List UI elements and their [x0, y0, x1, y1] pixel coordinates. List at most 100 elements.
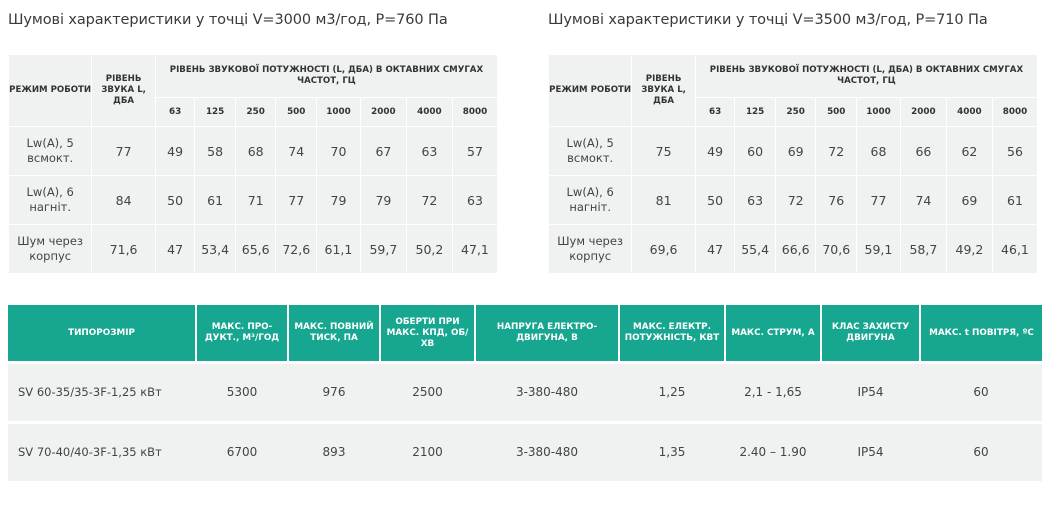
level-cell: 81	[631, 175, 696, 225]
band-header: 63	[694, 97, 736, 127]
column-header: МАКС. СТРУМ, А	[724, 305, 821, 363]
value-cell: 68	[856, 126, 901, 176]
table-row: Lw(A), 5 всмокт. 75 49 60 69 72 68 66 62…	[547, 126, 1039, 176]
mode-cell: Lw(A), 5 всмокт.	[7, 126, 93, 176]
value-cell: 62	[945, 126, 993, 176]
value-cell: 47	[694, 224, 736, 274]
value-cell: 65,6	[234, 224, 277, 274]
band-header: 2000	[899, 97, 947, 127]
table-cell: 976	[288, 361, 380, 423]
value-cell: 56	[991, 126, 1039, 176]
table-cell: 2,1 - 1,65	[725, 361, 821, 423]
types-block: ТИПОРОЗМІР МАКС. ПРО-ДУКТ., М³/ГОД МАКС.…	[8, 305, 1042, 481]
band-header: 8000	[451, 97, 499, 127]
table-cell: 893	[288, 421, 380, 481]
value-cell: 70,6	[815, 224, 858, 274]
band-header: 250	[774, 97, 817, 127]
table-row: SV 60-35/35-3F-1,25 кВт 5300 976 2500 3-…	[8, 361, 1042, 423]
types-table: ТИПОРОЗМІР МАКС. ПРО-ДУКТ., М³/ГОД МАКС.…	[8, 305, 1042, 481]
table-cell: IP54	[821, 421, 920, 481]
value-cell: 61	[991, 175, 1039, 225]
noise-table: РЕЖИМ РОБОТИ РІВЕНЬ ЗВУКА L, ДБА РІВЕНЬ …	[7, 54, 499, 274]
value-cell: 59,1	[856, 224, 901, 274]
value-cell: 70	[316, 126, 361, 176]
level-cell: 69,6	[631, 224, 696, 274]
noise-title: Шумові характеристики у точці V=3500 м3/…	[548, 12, 988, 28]
column-header: ТИПОРОЗМІР	[8, 305, 196, 363]
value-cell: 63	[451, 175, 499, 225]
column-header: НАПРУГА ЕЛЕКТРО-ДВИГУНА, В	[474, 305, 619, 363]
table-cell: IP54	[821, 361, 920, 423]
table-cell: 2500	[380, 361, 475, 423]
value-cell: 58,7	[899, 224, 947, 274]
table-cell: 60	[920, 421, 1042, 481]
value-cell: 71	[234, 175, 277, 225]
value-cell: 63	[734, 175, 776, 225]
table-cell: 2100	[380, 421, 475, 481]
band-header: 125	[194, 97, 236, 127]
level-cell: 75	[631, 126, 696, 176]
value-cell: 72	[405, 175, 453, 225]
band-header: 8000	[991, 97, 1039, 127]
level-cell: 71,6	[91, 224, 156, 274]
band-header: 500	[815, 97, 858, 127]
value-cell: 79	[316, 175, 361, 225]
band-header: 2000	[359, 97, 407, 127]
column-header: МАКС. ЕЛЕКТР. ПОТУЖНІСТЬ, КВТ	[618, 305, 725, 363]
value-cell: 72,6	[275, 224, 318, 274]
header-level: РІВЕНЬ ЗВУКА L, ДБА	[631, 54, 696, 127]
table-cell: 1,25	[619, 361, 725, 423]
value-cell: 77	[856, 175, 901, 225]
noise-table: РЕЖИМ РОБОТИ РІВЕНЬ ЗВУКА L, ДБА РІВЕНЬ …	[547, 54, 1039, 274]
column-header: МАКС. t ПОВІТРЯ, ºС	[919, 305, 1042, 363]
header-mode: РЕЖИМ РОБОТИ	[7, 54, 93, 127]
table-cell: 60	[920, 361, 1042, 423]
table-row: Lw(A), 5 всмокт. 77 49 58 68 74 70 67 63…	[7, 126, 499, 176]
mode-cell: Lw(A), 5 всмокт.	[547, 126, 633, 176]
value-cell: 49,2	[945, 224, 993, 274]
table-row: Шум через корпус 71,6 47 53,4 65,6 72,6 …	[7, 224, 499, 274]
table-row: SV 70-40/40-3F-1,35 кВт 6700 893 2100 3-…	[8, 421, 1042, 481]
band-header: 125	[734, 97, 776, 127]
value-cell: 61,1	[316, 224, 361, 274]
value-cell: 74	[899, 175, 947, 225]
value-cell: 49	[154, 126, 196, 176]
mode-cell: Шум через корпус	[547, 224, 633, 274]
value-cell: 72	[774, 175, 817, 225]
table-row: Шум через корпус 69,6 47 55,4 66,6 70,6 …	[547, 224, 1039, 274]
band-header: 250	[234, 97, 277, 127]
table-cell: 3-380-480	[475, 421, 619, 481]
band-header: 500	[275, 97, 318, 127]
mode-cell: Шум через корпус	[7, 224, 93, 274]
band-header: 4000	[405, 97, 453, 127]
mode-cell: Lw(A), 6 нагніт.	[547, 175, 633, 225]
band-header: 1000	[856, 97, 901, 127]
value-cell: 50	[694, 175, 736, 225]
value-cell: 61	[194, 175, 236, 225]
table-cell: 3-380-480	[475, 361, 619, 423]
table-cell: 2.40 – 1.90	[725, 421, 821, 481]
value-cell: 74	[275, 126, 318, 176]
level-cell: 84	[91, 175, 156, 225]
table-cell: 1,35	[619, 421, 725, 481]
table-cell: 5300	[196, 361, 288, 423]
band-header: 1000	[316, 97, 361, 127]
table-row: Lw(A), 6 нагніт. 81 50 63 72 76 77 74 69…	[547, 175, 1039, 225]
value-cell: 79	[359, 175, 407, 225]
value-cell: 66,6	[774, 224, 817, 274]
band-header: 4000	[945, 97, 993, 127]
value-cell: 50	[154, 175, 196, 225]
column-header: МАКС. ПОВНИЙ ТИСК, ПА	[287, 305, 380, 363]
value-cell: 69	[945, 175, 993, 225]
noise-block-left: Шумові характеристики у точці V=3000 м3/…	[7, 12, 499, 274]
value-cell: 67	[359, 126, 407, 176]
value-cell: 72	[815, 126, 858, 176]
header-level: РІВЕНЬ ЗВУКА L, ДБА	[91, 54, 156, 127]
band-header: 63	[154, 97, 196, 127]
header-mode: РЕЖИМ РОБОТИ	[547, 54, 633, 127]
level-cell: 77	[91, 126, 156, 176]
model-cell: SV 70-40/40-3F-1,35 кВт	[8, 421, 196, 481]
value-cell: 46,1	[991, 224, 1039, 274]
value-cell: 63	[405, 126, 453, 176]
value-cell: 50,2	[405, 224, 453, 274]
